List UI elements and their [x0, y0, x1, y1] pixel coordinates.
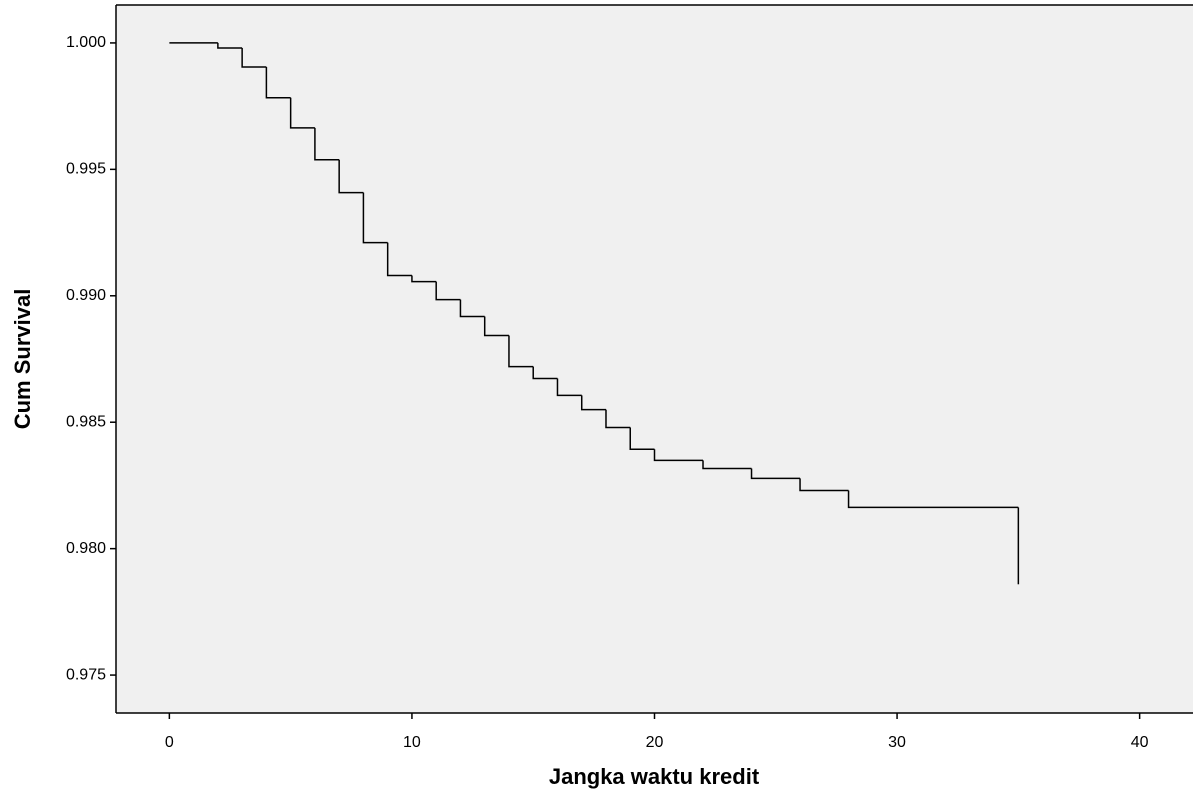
survival-step: [580, 395, 606, 411]
y-axis-title: Cum Survival: [10, 289, 35, 430]
x-tick-label: 20: [646, 734, 664, 751]
survival-step: [532, 366, 558, 380]
survival-step: [265, 66, 291, 99]
survival-step: [459, 299, 485, 318]
survival-step: [411, 275, 437, 283]
x-tick-label: 40: [1131, 734, 1149, 751]
y-tick-label: 0.980: [66, 540, 106, 557]
survival-step: [338, 159, 364, 194]
y-tick-label: 0.995: [66, 161, 106, 178]
survival-step: [386, 242, 412, 277]
survival-step: [605, 409, 631, 429]
survival-step: [289, 97, 315, 129]
survival-step: [653, 449, 704, 462]
survival-step: [241, 47, 267, 68]
survival-step: [508, 335, 534, 368]
y-tick-label: 0.990: [66, 287, 106, 304]
y-tick-label: 1.000: [66, 34, 106, 51]
survival-step: [362, 192, 388, 244]
survival-step: [799, 478, 849, 492]
x-axis-title: Jangka waktu kredit: [549, 764, 760, 789]
x-tick-label: 30: [888, 734, 906, 751]
x-tick-label: 0: [165, 734, 174, 751]
survival-step: [556, 378, 582, 397]
plot-area: [116, 5, 1193, 713]
x-tick-label: 10: [403, 734, 421, 751]
y-tick-label: 0.975: [66, 666, 106, 683]
survival-step: [629, 427, 655, 451]
survival-step: [435, 281, 461, 301]
survival-step: [702, 460, 752, 470]
y-tick-label: 0.985: [66, 413, 106, 430]
survival-step: [217, 42, 243, 49]
survival-step: [483, 316, 509, 337]
survival-step: [314, 127, 340, 161]
survival-step: [750, 468, 801, 480]
survival-step: [847, 490, 1019, 509]
